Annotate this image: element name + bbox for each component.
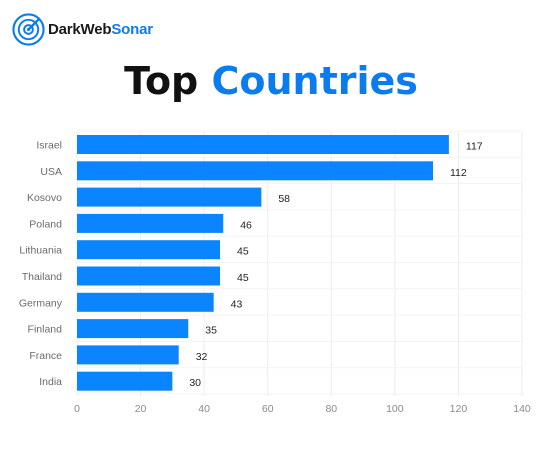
bar <box>77 213 224 233</box>
value-label: 30 <box>189 377 201 389</box>
value-label: 45 <box>237 272 249 284</box>
bar <box>77 345 179 365</box>
category-label: France <box>29 350 62 362</box>
x-tick-label: 100 <box>386 403 404 415</box>
x-tick-label: 0 <box>74 403 80 415</box>
x-tick-label: 20 <box>135 403 147 415</box>
page-title: Top Countries <box>0 56 542 106</box>
bar <box>77 240 221 260</box>
title-part-countries: Countries <box>211 59 418 103</box>
brand-name-accent: Sonar <box>111 20 153 38</box>
value-label: 35 <box>205 325 217 337</box>
brand-name-dark: DarkWeb <box>48 20 112 38</box>
title-part-top: Top <box>124 59 199 103</box>
bar <box>77 187 262 207</box>
value-label: 32 <box>196 351 208 363</box>
x-tick-label: 40 <box>198 403 210 415</box>
category-label: Poland <box>29 218 62 230</box>
x-tick-label: 140 <box>513 403 531 415</box>
category-label: USA <box>40 166 62 178</box>
category-label: Finland <box>28 324 63 336</box>
value-label: 117 <box>466 141 483 153</box>
category-label: Lithuania <box>19 245 62 257</box>
brand-logo: DarkWebSonar <box>12 12 153 46</box>
category-label: Thailand <box>22 271 62 283</box>
category-label: Kosovo <box>27 192 62 204</box>
bar <box>77 371 173 391</box>
radar-icon <box>12 12 45 46</box>
category-label: India <box>39 376 62 388</box>
category-label: Israel <box>36 140 62 152</box>
bar <box>77 319 189 339</box>
brand-name: DarkWebSonar <box>48 21 153 38</box>
value-label: 112 <box>450 167 467 179</box>
bar <box>77 292 214 312</box>
value-label: 45 <box>237 246 249 258</box>
value-label: 58 <box>278 193 290 205</box>
bar <box>77 135 449 154</box>
bar <box>77 266 221 286</box>
x-tick-label: 80 <box>325 403 337 415</box>
category-label: Germany <box>19 297 63 309</box>
bar <box>77 161 433 181</box>
x-tick-label: 120 <box>450 403 468 415</box>
x-tick-label: 60 <box>262 403 274 415</box>
value-label: 43 <box>231 298 243 310</box>
value-label: 46 <box>240 219 252 231</box>
